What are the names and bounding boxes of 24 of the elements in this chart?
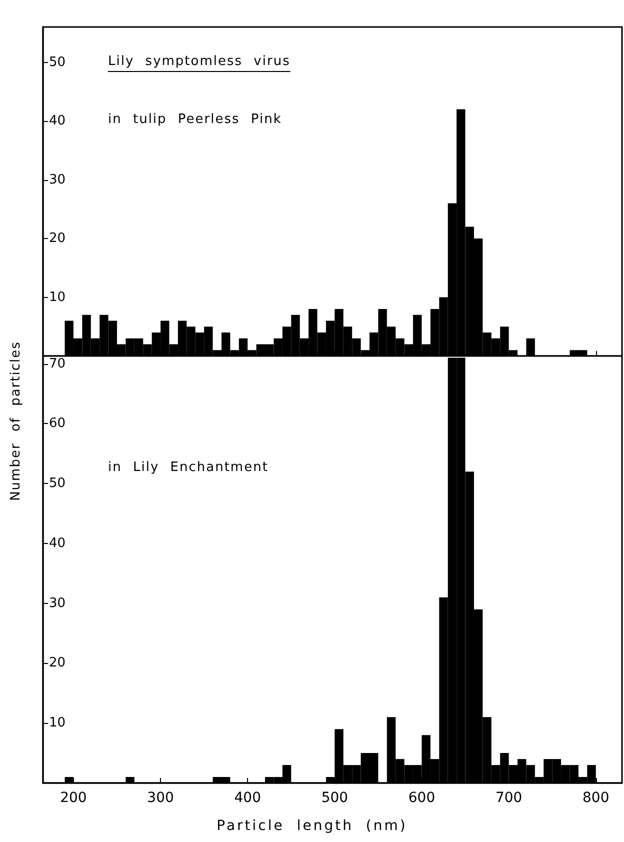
y-tick-label: 70 xyxy=(49,356,66,372)
x-tick-label: 400 xyxy=(234,790,261,806)
y-tick-label: 50 xyxy=(49,54,66,70)
x-tick-label: 700 xyxy=(495,790,522,806)
x-tick-label: 600 xyxy=(408,790,436,806)
annotation: in Lily Enchantment xyxy=(108,460,268,475)
y-tick-label: 10 xyxy=(49,290,66,305)
y-axis-title: Number of particles xyxy=(8,341,24,501)
y-tick-label: 60 xyxy=(49,416,66,432)
y-tick-label: 20 xyxy=(49,656,66,671)
annotation: in tulip Peerless Pink xyxy=(108,112,282,127)
text: Lily symptomless virus xyxy=(108,54,290,69)
y-tick-label: 10 xyxy=(49,716,66,731)
y-tick-label: 20 xyxy=(49,231,66,246)
x-tick-label: 800 xyxy=(582,790,610,806)
y-tick-label: 50 xyxy=(49,476,66,492)
x-tick-label: 200 xyxy=(60,790,87,806)
x-tick-label: 500 xyxy=(321,790,348,806)
x-axis-title: Particle length (nm) xyxy=(216,818,408,834)
y-tick-label: 40 xyxy=(49,114,66,128)
y-tick-label: 30 xyxy=(49,596,66,611)
x-tick-label: 300 xyxy=(147,790,174,806)
y-tick-label: 40 xyxy=(49,536,66,551)
y-tick-label: 30 xyxy=(49,172,66,188)
